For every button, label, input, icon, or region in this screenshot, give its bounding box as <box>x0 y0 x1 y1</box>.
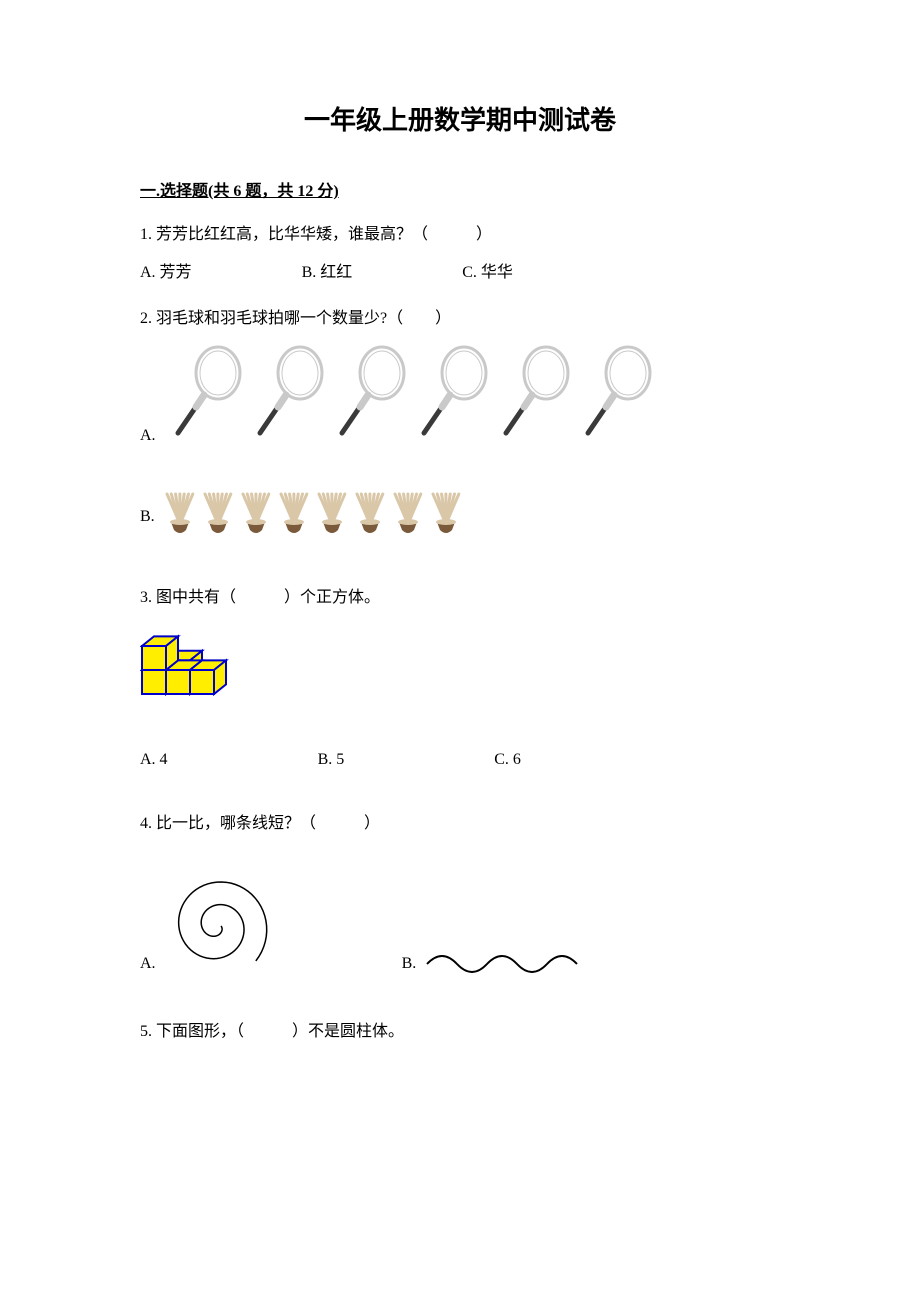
shuttle-icons <box>161 488 465 546</box>
q2-text: 2. 羽毛球和羽毛球拍哪一个数量少?（ ） <box>140 307 780 331</box>
q3-text: 3. 图中共有（ ）个正方体。 <box>140 586 780 610</box>
cubes-figure <box>140 624 780 712</box>
q2-b-label: B. <box>140 505 155 529</box>
question-2: 2. 羽毛球和羽毛球拍哪一个数量少?（ ） A. B. <box>140 307 780 546</box>
q1-option-b: B. 红红 <box>302 261 353 285</box>
q4-a-label: A. <box>140 952 156 976</box>
q5-text: 5. 下面图形，（ ）不是圆柱体。 <box>140 1020 780 1044</box>
question-4: 4. 比一比，哪条线短？（ ） A. B. <box>140 812 780 976</box>
q4-options: A. B. <box>140 866 780 976</box>
q2-option-b: B. <box>140 488 780 546</box>
q4-b-label: B. <box>402 952 417 976</box>
page-title: 一年级上册数学期中测试卷 <box>140 100 780 137</box>
cubes-icon <box>140 624 260 704</box>
q2-a-label: A. <box>140 424 156 448</box>
q4-text: 4. 比一比，哪条线短？（ ） <box>140 812 780 836</box>
question-1: 1. 芳芳比红红高，比华华矮，谁最高？（ ） A. 芳芳 B. 红红 C. 华华 <box>140 223 780 285</box>
q3-option-b: B. 5 <box>318 748 345 772</box>
q3-option-a: A. 4 <box>140 748 168 772</box>
section-header: 一.选择题(共 6 题，共 12 分) <box>140 177 780 201</box>
q1-text: 1. 芳芳比红红高，比华华矮，谁最高？（ ） <box>140 223 780 247</box>
q1-option-a: A. 芳芳 <box>140 261 192 285</box>
question-5: 5. 下面图形，（ ）不是圆柱体。 <box>140 1020 780 1044</box>
spiral-icon <box>162 866 282 976</box>
q1-option-c: C. 华华 <box>462 261 513 285</box>
racket-icons <box>166 345 658 448</box>
q2-option-a: A. <box>140 345 780 448</box>
q1-options: A. 芳芳 B. 红红 C. 华华 <box>140 261 780 285</box>
wave-icon <box>422 946 592 976</box>
q3-options: A. 4 B. 5 C. 6 <box>140 748 780 772</box>
q4-option-a: A. <box>140 866 282 976</box>
q4-option-b: B. <box>402 946 593 976</box>
question-3: 3. 图中共有（ ）个正方体。 A. 4 B. 5 C. 6 <box>140 586 780 772</box>
q3-option-c: C. 6 <box>494 748 521 772</box>
